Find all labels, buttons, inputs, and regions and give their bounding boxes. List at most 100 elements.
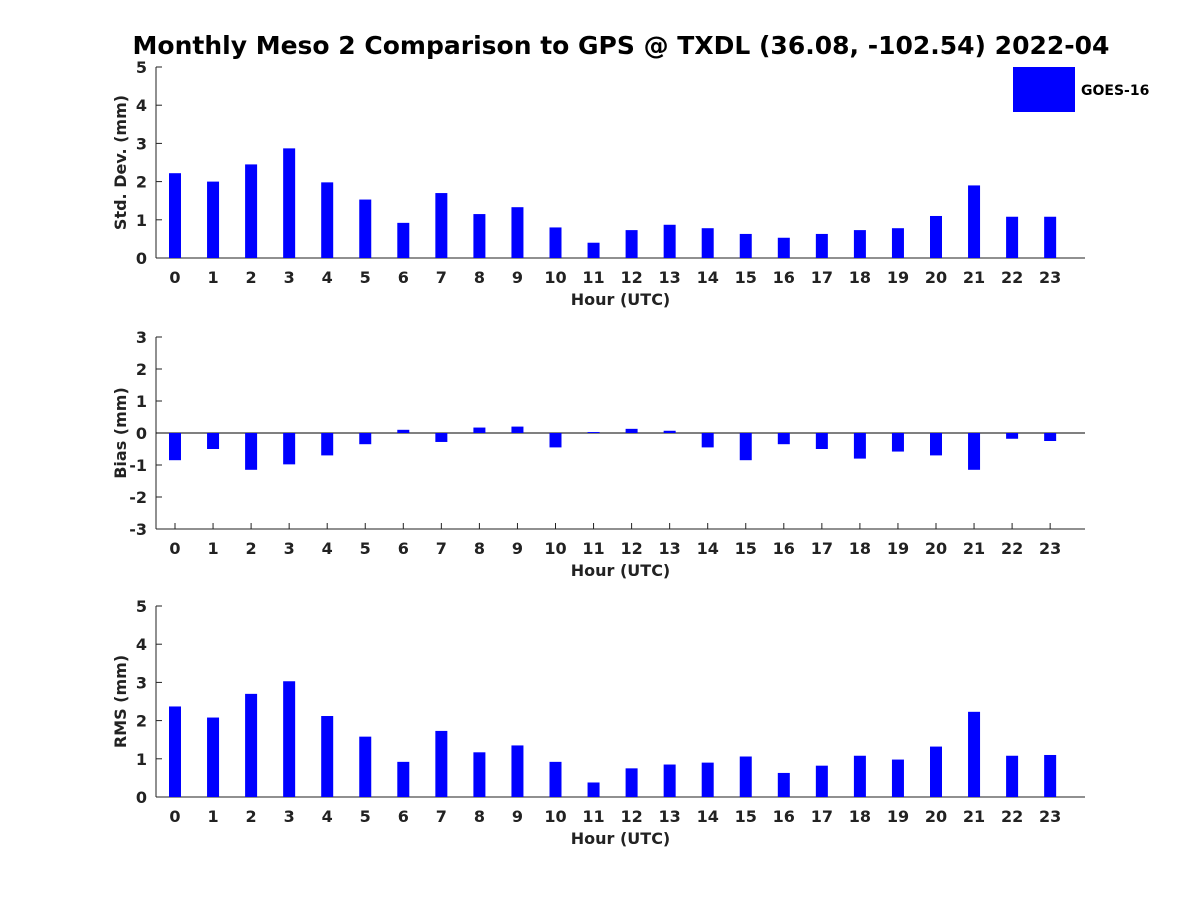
x-tick-label: 14 [697,268,719,287]
bar [968,185,981,258]
x-tick-label: 20 [925,268,947,287]
y-tick-label: 2 [136,173,147,192]
x-tick-label: 18 [849,539,871,558]
bar [777,237,790,258]
y-tick-label: 3 [136,134,147,153]
legend: GOES-16 [1013,67,1149,112]
y-axis-label: Bias (mm) [111,387,130,479]
x-tick-label: 12 [620,807,642,826]
x-tick-label: 9 [512,539,523,558]
bar [207,433,220,449]
bar [891,228,904,258]
bar [397,761,410,797]
x-tick-label: 22 [1001,807,1023,826]
bar [169,433,181,461]
x-tick-label: 0 [169,268,180,287]
bar [549,433,562,448]
bar [397,222,410,258]
x-tick-label: 21 [963,539,985,558]
bar [321,182,334,258]
x-tick-label: 22 [1001,539,1023,558]
bar [663,430,676,433]
y-tick-label: 5 [136,597,147,616]
bar [587,432,600,433]
y-tick-label: 4 [136,96,147,115]
x-tick-label: 1 [207,539,218,558]
x-tick-label: 19 [887,539,909,558]
bar [815,433,828,449]
x-tick-label: 6 [398,807,409,826]
bar [701,762,714,797]
bar [245,433,258,470]
bar [359,199,372,258]
bar [511,745,524,797]
bar [625,768,638,797]
x-axis-label: Hour (UTC) [571,829,671,848]
legend-label-goes16: GOES-16 [1081,83,1149,99]
y-tick-label: 4 [136,635,147,654]
bar [891,759,904,797]
y-tick-label: 3 [136,673,147,692]
bar [930,746,942,797]
bar [549,761,562,797]
bar [663,764,676,797]
x-tick-label: 7 [436,807,447,826]
x-tick-label: 5 [360,268,371,287]
bar [1006,433,1019,439]
bar [397,429,410,433]
bar [245,164,258,258]
bar [359,433,372,445]
x-tick-label: 10 [544,268,566,287]
x-tick-label: 16 [773,807,795,826]
x-tick-label: 4 [322,539,333,558]
x-tick-label: 0 [169,539,180,558]
bar [207,181,220,258]
bar [321,716,334,797]
bar [283,148,296,258]
y-tick-label: 0 [136,788,147,807]
bar [777,433,790,445]
y-tick-label: -1 [129,456,147,475]
bar [283,681,296,797]
x-tick-label: 2 [246,268,257,287]
bar [435,193,448,258]
x-tick-label: 10 [544,807,566,826]
y-tick-label: 0 [136,424,147,443]
legend-swatch-goes16 [1013,67,1075,112]
bar [1044,754,1057,797]
x-tick-label: 6 [398,539,409,558]
x-axis-label: Hour (UTC) [571,561,671,580]
bar [853,230,866,258]
bar [321,433,334,456]
bar [930,215,942,258]
x-tick-label: 13 [659,539,681,558]
bar [473,427,486,433]
y-tick-label: 3 [136,328,147,347]
bar [853,755,866,797]
x-tick-label: 22 [1001,268,1023,287]
x-tick-label: 19 [887,268,909,287]
x-tick-label: 16 [773,268,795,287]
x-tick-label: 13 [659,807,681,826]
bar [739,233,752,258]
y-axis-label: Std. Dev. (mm) [111,95,130,230]
bar [283,433,296,465]
x-tick-label: 1 [207,268,218,287]
x-tick-label: 11 [582,807,604,826]
y-tick-label: 2 [136,712,147,731]
y-tick-label: 2 [136,360,147,379]
x-tick-label: 14 [697,539,719,558]
x-tick-label: 2 [246,539,257,558]
x-tick-label: 4 [322,268,333,287]
y-axis-label: RMS (mm) [111,655,130,748]
bar [169,706,181,797]
bar [1044,433,1057,441]
bar [625,428,638,433]
y-tick-label: 5 [136,58,147,77]
x-tick-label: 18 [849,807,871,826]
bar [701,228,714,258]
bar [739,756,752,797]
x-tick-label: 21 [963,807,985,826]
